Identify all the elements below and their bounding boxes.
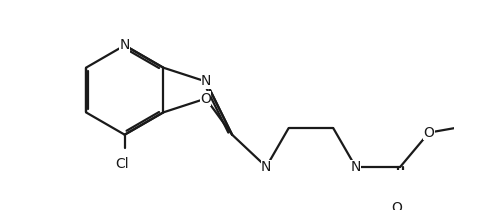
Text: Cl: Cl: [116, 157, 129, 171]
Text: N: N: [350, 160, 361, 174]
Text: O: O: [391, 201, 402, 210]
Text: O: O: [424, 126, 434, 140]
Text: O: O: [200, 92, 211, 106]
Text: N: N: [261, 160, 272, 174]
Text: N: N: [201, 75, 211, 88]
Text: N: N: [120, 38, 130, 52]
